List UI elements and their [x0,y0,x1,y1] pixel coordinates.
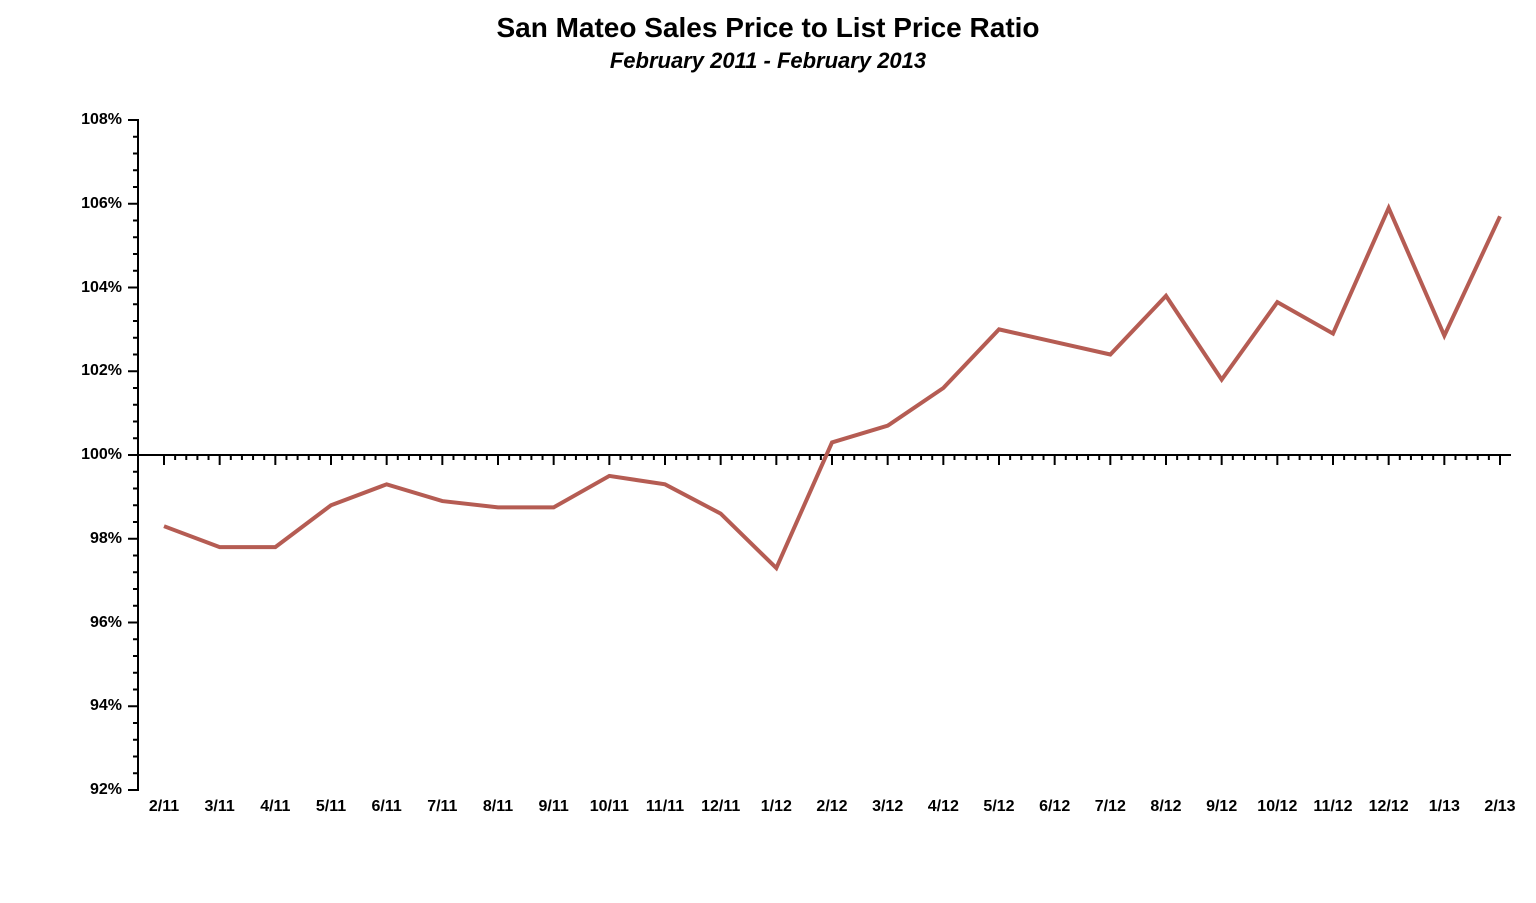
x-axis-tick-label: 5/11 [316,798,346,816]
chart-titles: San Mateo Sales Price to List Price Rati… [0,12,1536,74]
x-axis-tick-label: 2/12 [816,798,847,816]
chart-plot-area: 92% 94% 96% 98% 100% 102% 104% 106% 108% 2/11 3/11… [80,110,1520,830]
x-axis-tick-label: 12/12 [1369,798,1409,816]
x-axis-tick-label: 9/12 [1206,798,1237,816]
x-axis-tick-label: 9/11 [539,798,569,816]
chart-subtitle: February 2011 - February 2013 [0,48,1536,74]
x-axis-tick-label: 12/11 [701,798,740,816]
chart-title: San Mateo Sales Price to List Price Rati… [0,12,1536,44]
x-axis-tick-label: 5/12 [983,798,1014,816]
y-axis-tick-label: 104% [80,279,122,297]
y-axis-tick-label: 98% [80,530,122,548]
y-axis-tick-label: 102% [80,362,122,380]
x-axis-tick-label: 10/11 [590,798,629,816]
x-axis-tick-label: 11/12 [1313,798,1352,816]
y-axis-tick-label: 96% [80,614,122,632]
x-axis-tick-label: 8/12 [1150,798,1181,816]
y-axis-tick-label: 94% [80,697,122,715]
y-axis-tick-label: 108% [80,111,122,129]
x-axis-tick-label: 6/11 [372,798,402,816]
x-axis-tick-label: 4/11 [260,798,290,816]
x-axis-tick-label: 1/12 [761,798,792,816]
x-axis-tick-label: 7/12 [1095,798,1126,816]
y-axis-tick-label: 92% [80,781,122,799]
x-axis-tick-label: 10/12 [1257,798,1297,816]
y-axis-tick-label: 106% [80,195,122,213]
x-axis-tick-label: 6/12 [1039,798,1070,816]
x-axis-tick-label: 3/11 [205,798,235,816]
x-axis-tick-label: 7/11 [427,798,457,816]
y-axis-tick-label: 100% [80,446,122,464]
x-axis-tick-label: 2/13 [1484,798,1515,816]
chart-container: San Mateo Sales Price to List Price Rati… [0,0,1536,903]
x-axis-tick-label: 2/11 [149,798,179,816]
x-axis-tick-label: 4/12 [928,798,959,816]
chart-svg [80,110,1520,830]
x-axis-tick-label: 3/12 [872,798,903,816]
x-axis-tick-label: 8/11 [483,798,513,816]
x-axis-tick-label: 1/13 [1429,798,1460,816]
x-axis-tick-label: 11/11 [646,798,684,816]
